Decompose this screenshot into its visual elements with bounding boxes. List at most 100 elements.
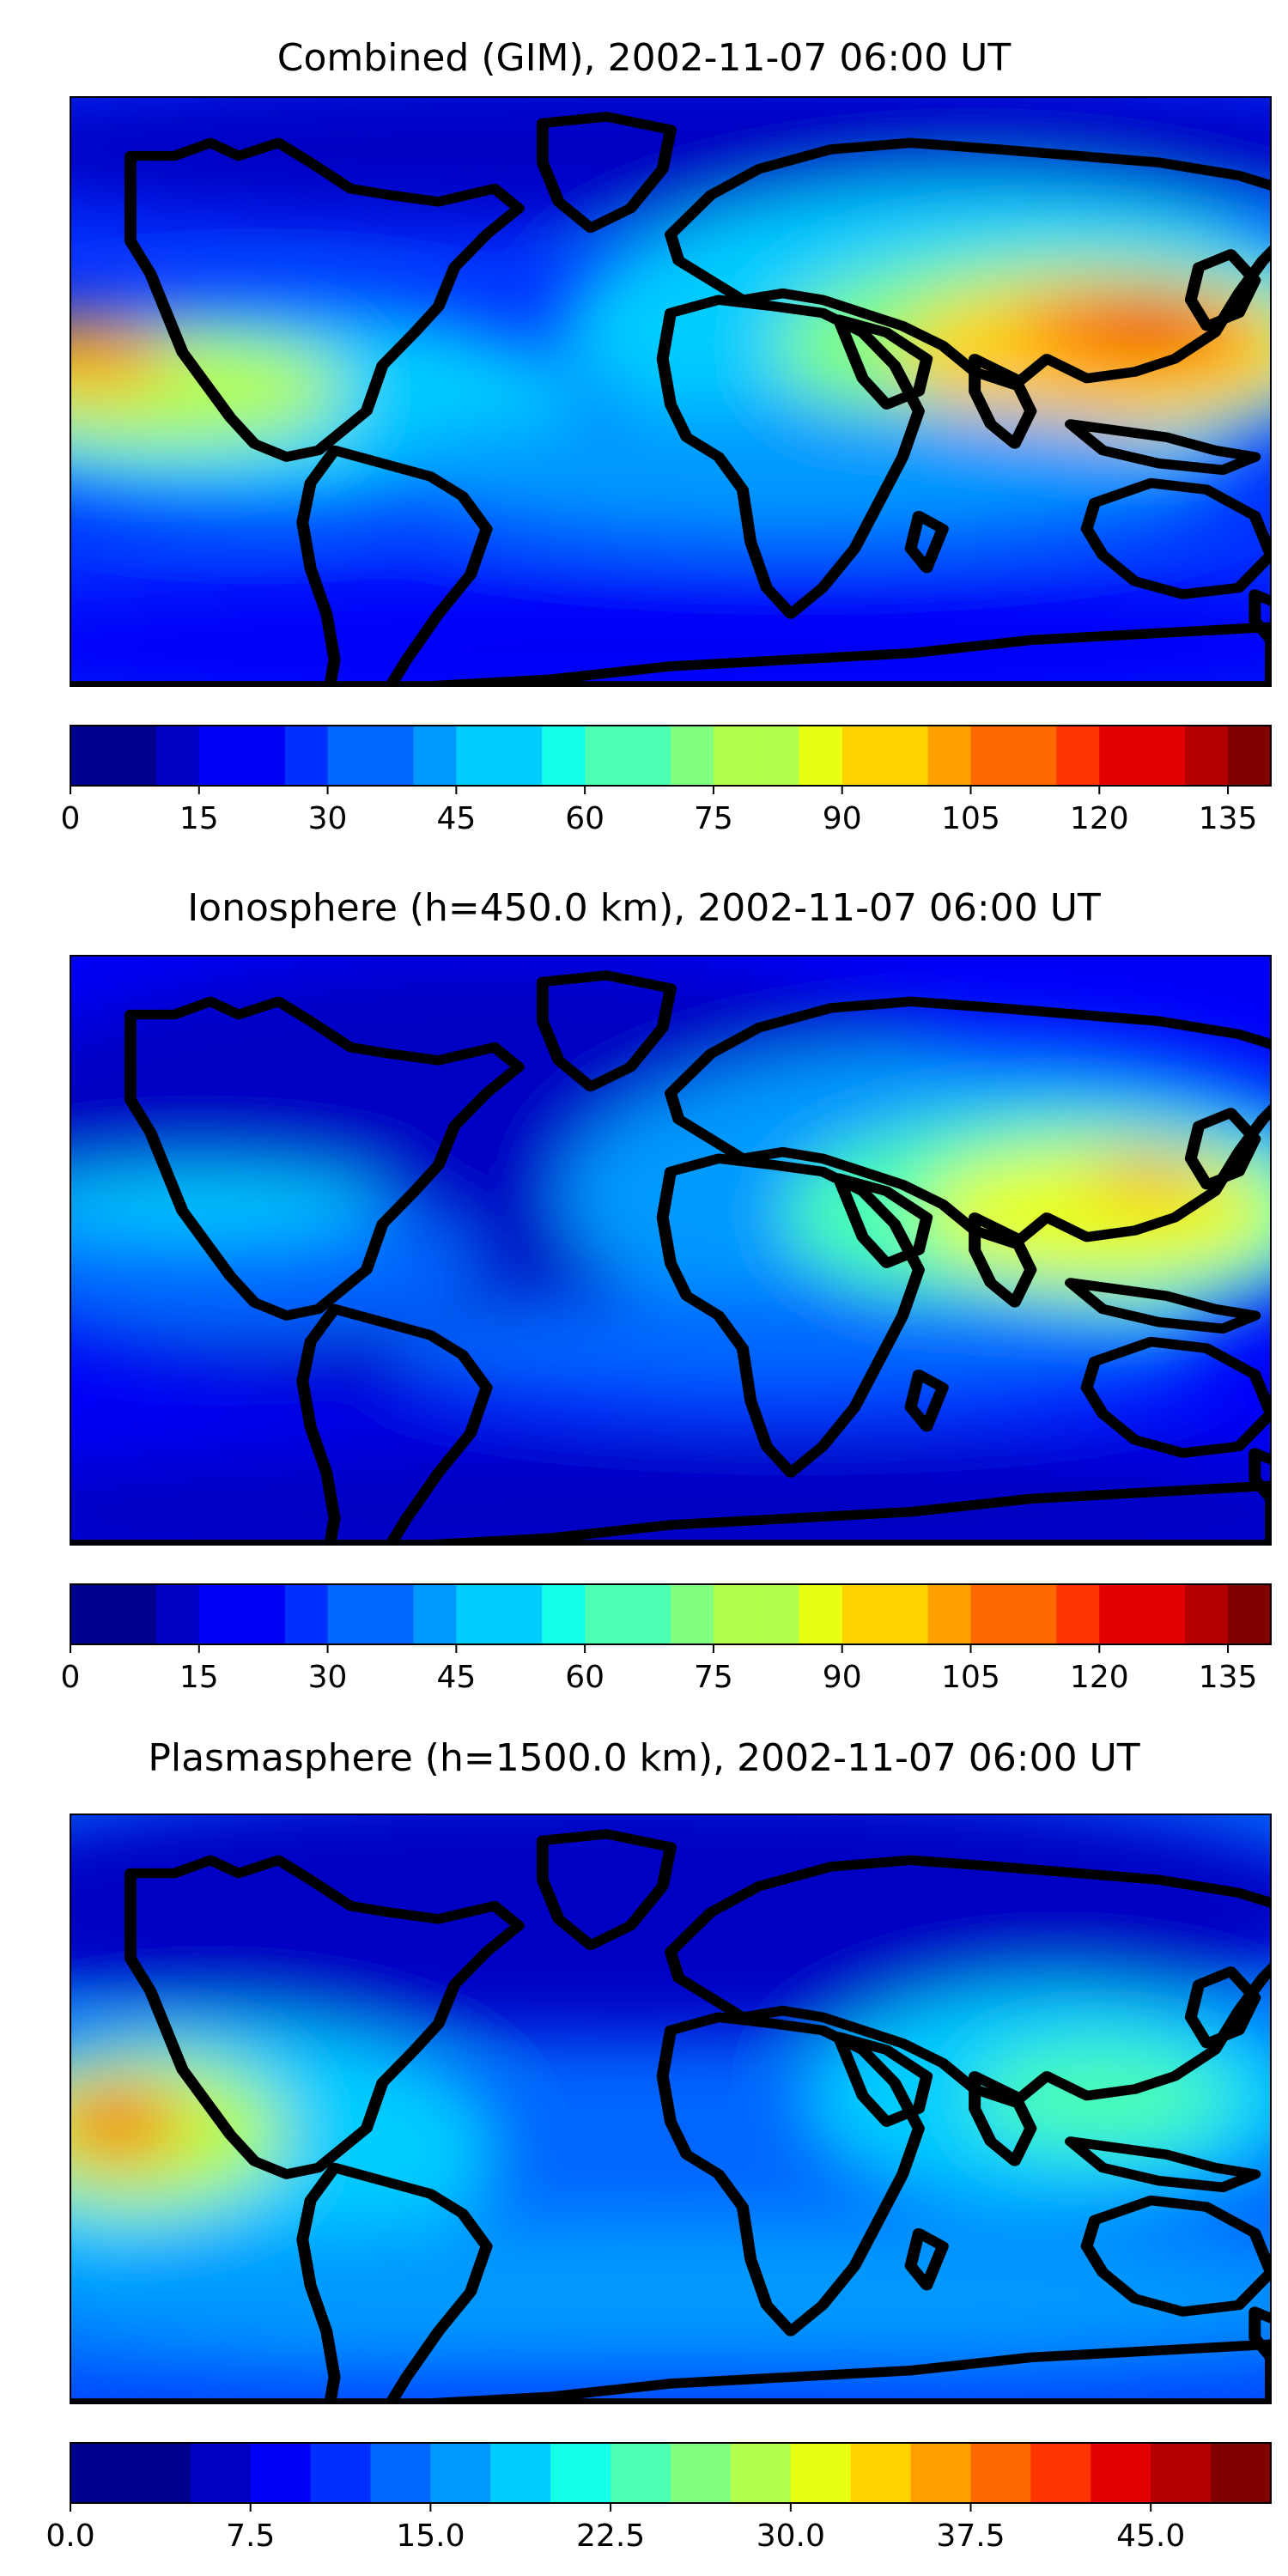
- colorbar-segment: [70, 2443, 131, 2503]
- colorbar-segment: [585, 726, 629, 786]
- colorbar-segment: [430, 2443, 491, 2503]
- colorbar-tick-label: 90: [823, 801, 862, 836]
- colorbar-segment: [370, 726, 415, 786]
- colorbar-tick-label: 120: [1070, 801, 1129, 836]
- colorbar-segment: [284, 726, 329, 786]
- colorbar-tick-label: 60: [565, 801, 605, 836]
- colorbar-segment: [413, 1584, 457, 1644]
- colorbar: 0.0 7.5 15.0 22.5 30.0 37.5 45.0: [46, 2442, 1272, 2554]
- colorbar-segment: [850, 2443, 912, 2503]
- colorbar-segment: [1056, 726, 1100, 786]
- map-title: Combined (GIM), 2002-11-07 06:00 UT: [276, 36, 1012, 80]
- colorbar-segment: [1013, 726, 1057, 786]
- map-field: [70, 1814, 1271, 2403]
- colorbar-segment: [799, 726, 843, 786]
- map-frame: [70, 955, 1272, 1546]
- colorbar-tick-label: 0: [61, 1660, 81, 1695]
- colorbar-segment: [628, 1584, 671, 1644]
- colorbar-segment: [370, 2443, 431, 2503]
- colorbar-segment: [1099, 726, 1143, 786]
- colorbar-segment: [456, 1584, 500, 1644]
- colorbar-segment: [970, 726, 1015, 786]
- colorbar-tick-label: 45: [436, 1660, 476, 1695]
- colorbar-segment: [1228, 1584, 1272, 1644]
- colorbar-segment: [841, 1584, 886, 1644]
- colorbar-segment: [241, 726, 286, 786]
- colorbar-segment: [112, 726, 157, 786]
- colorbar-segment: [198, 1584, 243, 1644]
- colorbar-segment: [927, 726, 972, 786]
- colorbar-segment: [1013, 1584, 1057, 1644]
- colorbar-segment: [1142, 1584, 1186, 1644]
- colorbar-tick-label: 30.0: [756, 2518, 825, 2554]
- colorbar-tick-label: 75: [694, 801, 733, 836]
- colorbar-segment: [1099, 1584, 1143, 1644]
- colorbar-segment: [112, 1584, 157, 1644]
- colorbar-segment: [130, 2443, 191, 2503]
- colorbar-segment: [1056, 1584, 1100, 1644]
- colorbar-segment: [499, 1584, 543, 1644]
- colorbar-segment: [1151, 2443, 1212, 2503]
- colorbar-tick-label: 120: [1070, 1660, 1129, 1695]
- colorbar-segment: [884, 726, 929, 786]
- colorbar-segment: [499, 726, 543, 786]
- colorbar-segment: [756, 1584, 800, 1644]
- colorbar-tick-label: 0: [61, 801, 81, 836]
- colorbar-frame: [70, 1583, 1272, 1645]
- colorbar-tick-label: 105: [941, 801, 1000, 836]
- colorbar-tick-label: 75: [694, 1660, 733, 1695]
- colorbar-segment: [1185, 1584, 1229, 1644]
- colorbar-segment: [970, 2443, 1031, 2503]
- map-panel: 0.0 7.5 15.0 22.5 30.0 37.5 45.0: [46, 1814, 1272, 2554]
- colorbar-segment: [370, 1584, 415, 1644]
- colorbar-tick-label: 37.5: [936, 2518, 1005, 2554]
- colorbar-tick-label: 15: [179, 801, 219, 836]
- colorbar-tick-label: 15.0: [396, 2518, 465, 2554]
- colorbar-tick-label: 22.5: [576, 2518, 645, 2554]
- colorbar-frame: [70, 725, 1272, 787]
- colorbar-segment: [250, 2443, 312, 2503]
- colorbar-tick-label: 30: [308, 801, 348, 836]
- colorbar-segment: [1142, 726, 1186, 786]
- colorbar-segment: [542, 1584, 586, 1644]
- colorbar-segment: [190, 2443, 252, 2503]
- colorbar-segment: [927, 1584, 972, 1644]
- colorbar-segment: [1228, 726, 1272, 786]
- colorbar-segment: [713, 726, 757, 786]
- colorbar-segment: [456, 726, 500, 786]
- colorbar-tick-label: 45: [436, 801, 476, 836]
- colorbar-frame: [70, 2442, 1272, 2504]
- colorbar-segment: [198, 726, 243, 786]
- map-panel: 0 15 30 45 60 75 90 105 120 135: [61, 96, 1272, 836]
- colorbar-segment: [671, 1584, 714, 1644]
- colorbar-tick-label: 0.0: [46, 2518, 94, 2554]
- colorbar-segment: [1030, 2443, 1091, 2503]
- colorbar-segment: [327, 726, 372, 786]
- colorbar-segment: [730, 2443, 792, 2503]
- map-field: [70, 97, 1271, 686]
- colorbar-segment: [585, 1584, 629, 1644]
- map-title: Plasmasphere (h=1500.0 km), 2002-11-07 0…: [148, 1736, 1140, 1780]
- colorbar-tick-label: 135: [1199, 1660, 1258, 1695]
- colorbar-segment: [155, 1584, 200, 1644]
- colorbar-segment: [841, 726, 886, 786]
- colorbar-segment: [327, 1584, 372, 1644]
- colorbar-segment: [550, 2443, 611, 2503]
- map-field: [70, 956, 1271, 1545]
- colorbar-tick-label: 7.5: [226, 2518, 275, 2554]
- colorbar-segment: [671, 726, 714, 786]
- colorbar-tick-label: 135: [1199, 801, 1258, 836]
- colorbar-segment: [799, 1584, 843, 1644]
- colorbar-segment: [70, 726, 114, 786]
- colorbar-segment: [310, 2443, 372, 2503]
- colorbar-segment: [1091, 2443, 1151, 2503]
- map-panel: 0 15 30 45 60 75 90 105 120 135: [61, 955, 1272, 1695]
- colorbar-tick-label: 105: [941, 1660, 1000, 1695]
- colorbar-segment: [241, 1584, 286, 1644]
- colorbar-segment: [910, 2443, 972, 2503]
- colorbar-segment: [70, 1584, 114, 1644]
- colorbar-segment: [284, 1584, 329, 1644]
- map-title: Ionosphere (h=450.0 km), 2002-11-07 06:0…: [187, 886, 1101, 930]
- colorbar-tick-label: 30: [308, 1660, 348, 1695]
